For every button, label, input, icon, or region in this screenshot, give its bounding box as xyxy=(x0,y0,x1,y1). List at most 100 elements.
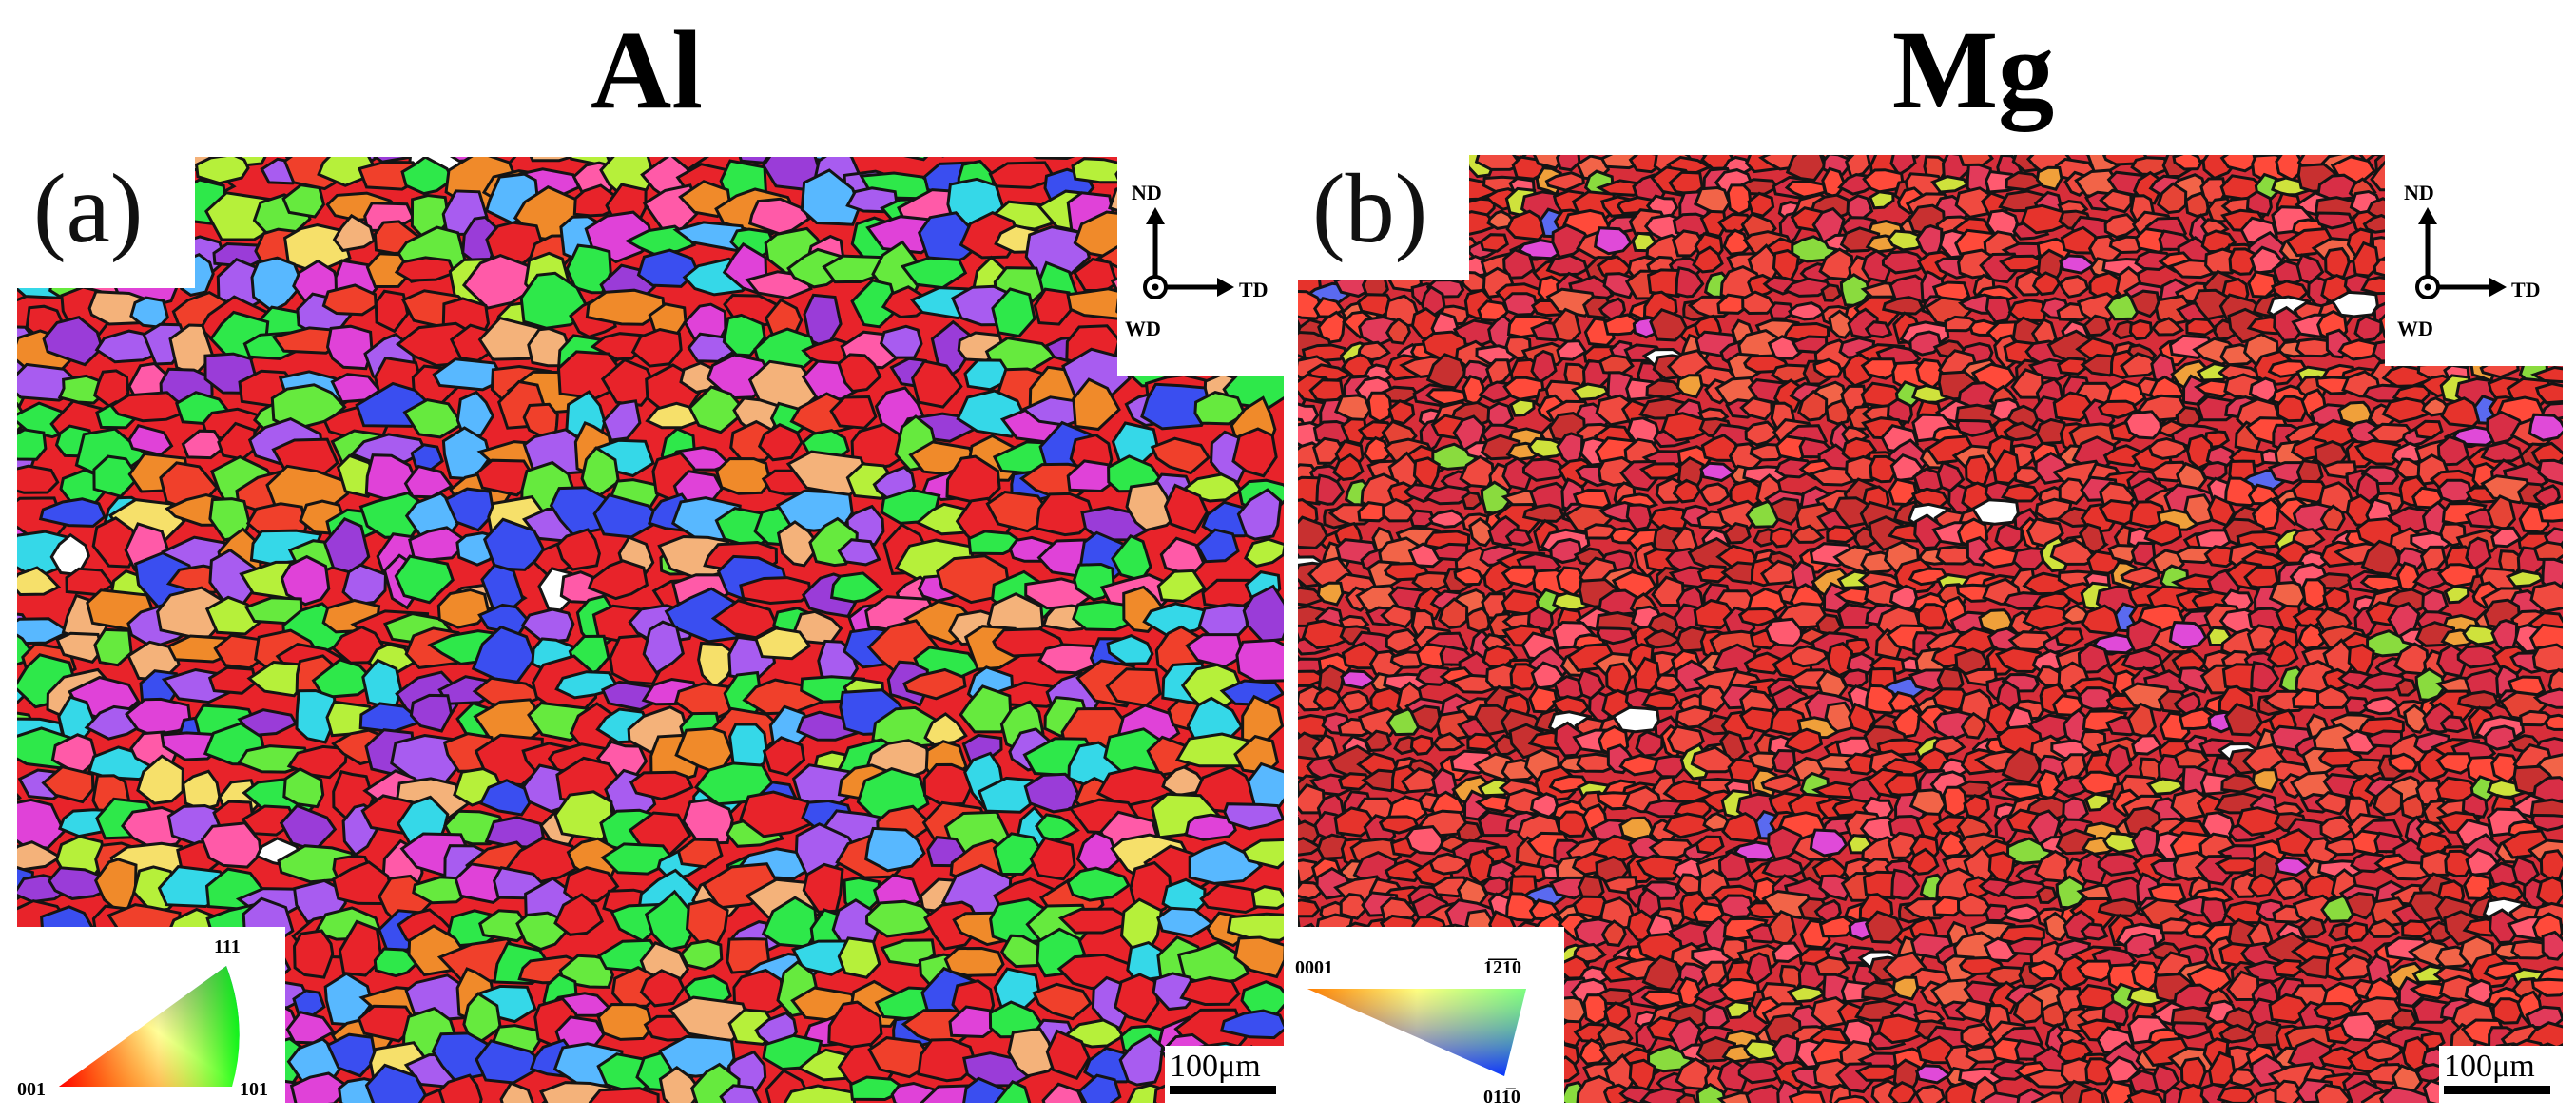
panel-b-grain xyxy=(1538,155,1566,160)
panel-a-grain xyxy=(292,929,335,979)
panel-b-grain xyxy=(2496,186,2549,215)
panel-b-grain xyxy=(2173,748,2210,770)
panel-b-grain xyxy=(1633,656,1662,693)
panel-a-grain xyxy=(658,1066,704,1103)
panel-a-grain xyxy=(1075,119,1119,153)
panel-a-grain xyxy=(837,538,881,567)
panel-b-grain xyxy=(2436,434,2470,467)
panel-b-grain xyxy=(1970,498,2020,526)
panel-b-grain xyxy=(2039,155,2069,156)
panel-b-grain xyxy=(1505,209,1548,241)
panel-b-grain xyxy=(2490,526,2523,549)
panel-b-grain xyxy=(1571,127,1606,150)
panel-a-legend-101: 101 xyxy=(240,1079,268,1100)
panel-a-grain xyxy=(802,862,844,914)
panel-a-grain xyxy=(1045,1029,1091,1081)
panel-a-grain xyxy=(1077,1073,1122,1103)
panel-b-grain xyxy=(2036,885,2059,905)
panel-b-grain xyxy=(2054,627,2084,647)
panel-a-grain xyxy=(276,157,344,160)
panel-b-grain xyxy=(1942,785,1967,819)
panel-b-grain xyxy=(2486,410,2527,446)
panel-b-grain xyxy=(2421,588,2450,616)
panel-a-grain xyxy=(338,919,383,977)
panel-a-grain xyxy=(341,563,388,607)
panel-a-grain xyxy=(917,1037,978,1083)
panel-b-grain xyxy=(1404,825,1444,856)
panel-a-grain xyxy=(311,658,378,700)
panel-a-grain xyxy=(17,202,18,242)
panel-b-grain xyxy=(2121,682,2174,712)
panel-b-grain xyxy=(1596,626,1636,646)
panel-b-grain xyxy=(1466,732,1499,752)
panel-b-grain xyxy=(2199,130,2234,149)
panel-b-grain xyxy=(1931,735,1966,756)
panel-a-grain xyxy=(722,313,766,357)
panel-b-grain xyxy=(1813,955,1850,977)
panel-b-grain xyxy=(2438,315,2467,347)
panel-a-grain xyxy=(580,446,621,503)
panel-b-grain xyxy=(1812,357,1844,378)
panel-b-grain xyxy=(2126,618,2167,654)
panel-b-grain xyxy=(2456,644,2504,669)
panel-a-grain xyxy=(1029,836,1076,881)
panel-b-grain xyxy=(2339,1012,2379,1042)
panel-b-grain xyxy=(2077,686,2114,711)
panel-a-grain xyxy=(394,554,455,605)
panel-b-grain xyxy=(1869,454,1899,484)
panel-b-grain xyxy=(1509,663,1540,691)
panel-a-grain xyxy=(629,770,694,801)
panel-b-grain xyxy=(2168,621,2208,650)
panel-b-axes-triad: ND TD WD xyxy=(2397,181,2541,340)
panel-b-grain xyxy=(1433,216,1464,241)
panel-b-grain xyxy=(1970,134,1991,150)
panel-b-grain xyxy=(2400,793,2426,820)
panel-b-grain xyxy=(2537,458,2563,487)
panel-a-grain xyxy=(600,842,677,876)
panel-b-grain xyxy=(1298,257,1300,283)
panel-b-grain xyxy=(1461,491,1483,511)
panel-a-grain xyxy=(194,157,250,185)
panel-b-grain xyxy=(1739,396,1773,421)
panel-a-grain xyxy=(910,359,963,409)
panel-a-grain xyxy=(432,357,506,392)
panel-a-grain xyxy=(349,157,440,164)
panel-a-grain xyxy=(478,909,533,943)
panel-a-grain xyxy=(108,391,194,423)
panel-b-grain xyxy=(1409,704,1443,734)
panel-b-grain xyxy=(2436,478,2473,504)
panel-b-axis-wd: WD xyxy=(2397,317,2433,340)
panel-b-grain xyxy=(1419,155,1448,156)
panel-b-grain xyxy=(2120,566,2160,587)
panel-b-grain xyxy=(1788,301,1826,321)
panel-b-grain xyxy=(1785,155,1827,183)
panel-a-grain xyxy=(17,782,22,809)
panel-a-grain xyxy=(394,256,456,282)
panel-a-grain xyxy=(1223,802,1284,831)
panel-b-grain xyxy=(1359,128,1406,151)
panel-b-grain xyxy=(2517,155,2549,160)
panel-a-grain xyxy=(837,936,881,979)
panel-b-grain xyxy=(2417,236,2458,260)
panel-b-legend-01-10: 011̅0 xyxy=(1483,1087,1520,1108)
panel-b-grain xyxy=(1298,290,1301,318)
panel-b-grain xyxy=(2445,254,2486,282)
panel-a-grain xyxy=(475,458,537,497)
panel-a-grain xyxy=(600,357,657,407)
panel-b-grain xyxy=(2099,188,2133,214)
panel-a-grain xyxy=(1250,885,1284,910)
panel-b-grain xyxy=(2456,192,2498,212)
panel-a-grain xyxy=(602,399,642,442)
panel-b-grain xyxy=(2446,342,2482,368)
panel-b-grain xyxy=(1862,168,1906,194)
panel-b-grain xyxy=(2103,212,2141,240)
panel-b-grain xyxy=(2041,1001,2066,1028)
panel-b-grain xyxy=(2059,254,2097,275)
panel-a-grain xyxy=(587,559,649,601)
panel-b-grain xyxy=(2123,410,2163,440)
panel-b-grain xyxy=(1651,575,1685,607)
panel-a-grain xyxy=(207,665,258,695)
panel-b-grain xyxy=(2480,474,2533,505)
panel-b-grain xyxy=(2147,436,2189,460)
panel-a-grain xyxy=(17,609,32,639)
